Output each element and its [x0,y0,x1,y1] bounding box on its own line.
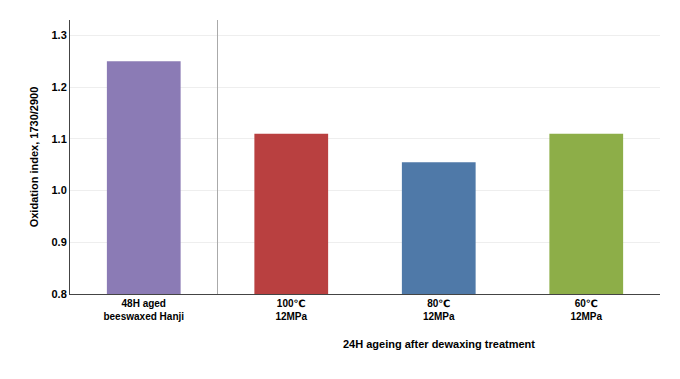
svg-text:1.0: 1.0 [52,184,67,196]
svg-text:Oxidation index, 1730/2900: Oxidation index, 1730/2900 [28,87,40,228]
svg-text:24H ageing after dewaxing trea: 24H ageing after dewaxing treatment [343,338,535,350]
svg-text:1.3: 1.3 [52,29,67,41]
svg-text:0.9: 0.9 [52,236,67,248]
svg-text:1.2: 1.2 [52,81,67,93]
svg-text:0.8: 0.8 [52,288,67,300]
svg-text:80℃12MPa: 80℃12MPa [423,298,455,322]
svg-text:1.1: 1.1 [52,133,67,145]
svg-text:48H agedbeeswaxed Hanji: 48H agedbeeswaxed Hanji [103,298,184,322]
svg-text:60℃12MPa: 60℃12MPa [570,298,602,322]
svg-text:100℃12MPa: 100℃12MPa [275,298,307,322]
